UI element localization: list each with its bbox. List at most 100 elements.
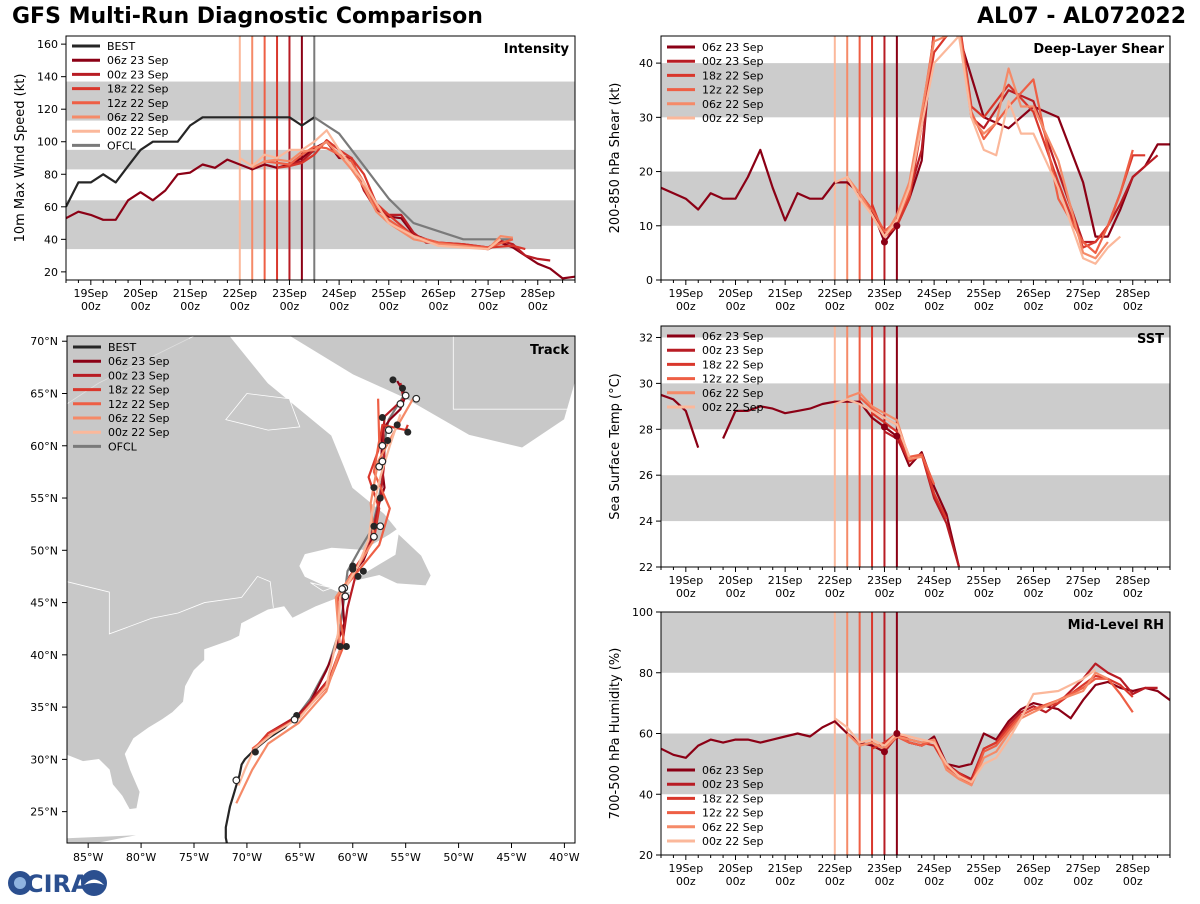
legend-label-06z-23-sep: 06z 23 Sep: [702, 764, 764, 777]
rh-threshold-band: [661, 612, 1170, 673]
greenland-land: [288, 336, 575, 449]
intensity-xtick-label: 19Sep: [73, 287, 108, 300]
track-ytick-label: 50°N: [30, 544, 58, 557]
shear-xtick-sublabel: 00z: [775, 300, 795, 313]
intensity-xtick-sublabel: 00z: [280, 300, 300, 313]
shear-xtick-label: 19Sep: [668, 287, 703, 300]
track-xtick-label: 45°W: [496, 851, 526, 864]
shear-xtick-label: 26Sep: [1016, 287, 1051, 300]
shear-xtick-sublabel: 00z: [726, 300, 746, 313]
best-track-point: [342, 642, 350, 650]
intensity-xtick-label: 27Sep: [471, 287, 506, 300]
track-xtick-label: 75°W: [179, 851, 209, 864]
shear-xtick-label: 21Sep: [768, 287, 803, 300]
intensity-plot-area: [66, 36, 575, 280]
intensity-ytick-label: 20: [44, 266, 58, 279]
legend-label-00z-22-sep: 00z 22 Sep: [108, 426, 170, 439]
shear-xtick-sublabel: 00z: [676, 300, 696, 313]
rh-series-06z-22-sep: [846, 671, 1109, 787]
shear-series-00z-22-sep: [834, 36, 1122, 265]
intensity-ytick-label: 40: [44, 233, 58, 246]
sst-plot-area: [661, 326, 1170, 567]
rh-plot-area: [661, 612, 1170, 855]
north-america-land: [67, 336, 398, 843]
rh-ylabel: 700-500 hPa Humidity (%): [608, 648, 623, 820]
sst-xtick-label: 22Sep: [817, 574, 852, 587]
legend-label-06z-22-sep: 06z 22 Sep: [702, 821, 764, 834]
rh-panel-label: Mid-Level RH: [1068, 618, 1164, 633]
intensity-panel-label: Intensity: [504, 42, 570, 57]
sst-series-06z-23-sep: [661, 393, 700, 448]
best-track-point: [376, 494, 384, 502]
intensity-xtick-sublabel: 00z: [528, 300, 548, 313]
sst-frame: [660, 325, 1171, 568]
intensity-ytick-label: 160: [37, 38, 58, 51]
rh-xtick-sublabel: 00z: [875, 875, 895, 888]
shear-frame: [660, 35, 1171, 281]
rh-xtick-label: 21Sep: [768, 862, 803, 875]
legend-label-12z-22-sep: 12z 22 Sep: [107, 97, 169, 110]
rh-xtick-label: 27Sep: [1066, 862, 1101, 875]
sst-xtick-label: 24Sep: [917, 574, 952, 587]
sst-xtick-label: 21Sep: [768, 574, 803, 587]
rh-ytick-label: 80: [639, 667, 653, 680]
rh-xtick-sublabel: 00z: [676, 875, 696, 888]
intensity-series-best: [66, 116, 315, 208]
legend-label-06z-22-sep: 06z 22 Sep: [702, 98, 764, 111]
ofcl-track-point: [290, 715, 299, 724]
cira-logo: CIRA: [4, 866, 114, 904]
legend-label-best: BEST: [108, 341, 136, 354]
intensity-series-ofcl: [313, 116, 513, 241]
svg-text:CIRA: CIRA: [26, 870, 90, 898]
intensity-xtick-label: 28Sep: [520, 287, 555, 300]
sst-ytick-label: 26: [639, 469, 653, 482]
ofcl-track-point: [401, 391, 410, 400]
legend-label-18z-22-sep: 18z 22 Sep: [702, 69, 764, 82]
intensity-threshold-band: [66, 200, 575, 250]
sst-xtick-label: 20Sep: [718, 574, 753, 587]
rh-xtick-sublabel: 00z: [1073, 875, 1093, 888]
track-ytick-label: 65°N: [30, 387, 58, 400]
sst-xtick-sublabel: 00z: [875, 587, 895, 600]
legend-label-00z-23-sep: 00z 23 Sep: [107, 68, 169, 81]
sst-xtick-label: 19Sep: [668, 574, 703, 587]
sst-ytick-label: 32: [639, 331, 653, 344]
legend-label-00z-23-sep: 00z 23 Sep: [702, 55, 764, 68]
track-xtick-label: 65°W: [285, 851, 315, 864]
track-chart: 25°N 30°N 35°N 40°N 45°N 50°N 55°N 60°N 65°N 70°N…: [30, 335, 579, 864]
intensity-xtick-sublabel: 00z: [379, 300, 399, 313]
legend-label-06z-23-sep: 06z 23 Sep: [108, 355, 170, 368]
legend-label-18z-22-sep: 18z 22 Sep: [702, 792, 764, 805]
legend-label-ofcl: OFCL: [108, 440, 138, 453]
sst-xtick-label: 25Sep: [966, 574, 1001, 587]
rh-init-marker: [893, 730, 901, 737]
rh-xtick-sublabel: 00z: [1024, 875, 1044, 888]
legend-label-06z-23-sep: 06z 23 Sep: [702, 330, 764, 343]
sst-xtick-sublabel: 00z: [974, 587, 994, 600]
intensity-xtick-sublabel: 00z: [429, 300, 449, 313]
sst-series-00z-22-sep: [834, 398, 911, 458]
track-ytick-label: 70°N: [30, 335, 58, 348]
best-track-point: [384, 437, 392, 445]
sst-xtick-label: 26Sep: [1016, 574, 1051, 587]
best-track-point: [349, 565, 357, 573]
legend-label-12z-22-sep: 12z 22 Sep: [702, 373, 764, 386]
ofcl-track-point: [396, 400, 405, 408]
rh-series-00z-22-sep: [834, 668, 1097, 784]
rh-xtick-sublabel: 00z: [974, 875, 994, 888]
sst-series-06z-22-sep: [846, 391, 922, 461]
shear-xtick-label: 27Sep: [1066, 287, 1101, 300]
legend-label-12z-22-sep: 12z 22 Sep: [108, 398, 170, 411]
intensity-xtick-sublabel: 00z: [180, 300, 200, 313]
rh-xtick-sublabel: 00z: [924, 875, 944, 888]
shear-ylabel: 200-850 hPa Shear (kt): [608, 83, 623, 234]
best-track-point: [359, 567, 367, 575]
intensity-xtick-sublabel: 00z: [478, 300, 498, 313]
sst-xtick-sublabel: 00z: [825, 587, 845, 600]
intensity-ytick-label: 60: [44, 201, 58, 214]
best-track-point: [389, 376, 397, 384]
best-track-point: [251, 748, 259, 756]
sst-xtick-sublabel: 00z: [726, 587, 746, 600]
